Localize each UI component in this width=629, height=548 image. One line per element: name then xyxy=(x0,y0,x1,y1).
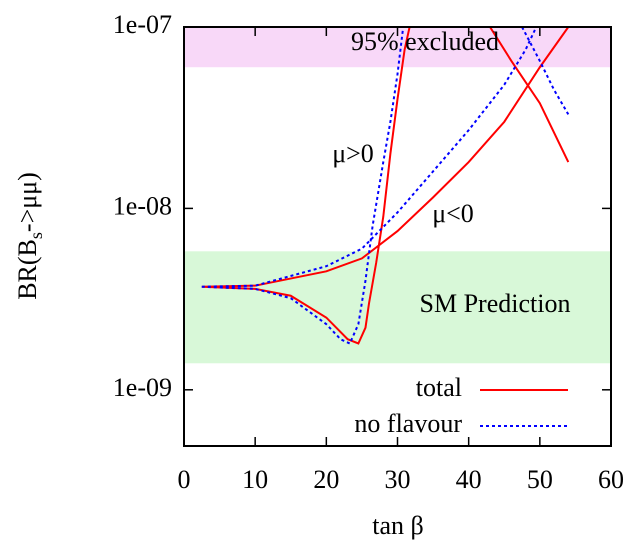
legend-label: total xyxy=(416,373,462,402)
y-tick-label: 1e-08 xyxy=(113,191,172,220)
band-label: SM Prediction xyxy=(420,289,571,318)
annotation: μ>0 xyxy=(332,139,374,168)
x-axis-label: tan β xyxy=(372,511,424,540)
y-tick-label: 1e-09 xyxy=(113,373,172,402)
x-tick-label: 10 xyxy=(242,465,268,494)
x-tick-label: 0 xyxy=(178,465,191,494)
annotation: μ<0 xyxy=(432,199,474,228)
y-axis-label-sub: s xyxy=(26,232,46,239)
x-tick-label: 50 xyxy=(527,465,553,494)
legend-label: no flavour xyxy=(354,409,462,438)
y-tick-label: 1e-07 xyxy=(113,10,172,39)
series-line xyxy=(201,27,570,345)
plot-frame xyxy=(183,26,612,447)
y-axis-label-part: ->μμ) xyxy=(13,172,42,232)
x-tick-label: 30 xyxy=(385,465,411,494)
y-axis-label: BR(Bs->μμ) xyxy=(13,172,46,300)
x-tick-label: 60 xyxy=(598,465,624,494)
series-line xyxy=(201,27,570,345)
x-tick-label: 20 xyxy=(313,465,339,494)
band-label: 95% excluded xyxy=(351,27,499,56)
y-axis-label-part: BR(B xyxy=(13,239,42,300)
x-tick-label: 40 xyxy=(456,465,482,494)
band xyxy=(184,251,611,364)
